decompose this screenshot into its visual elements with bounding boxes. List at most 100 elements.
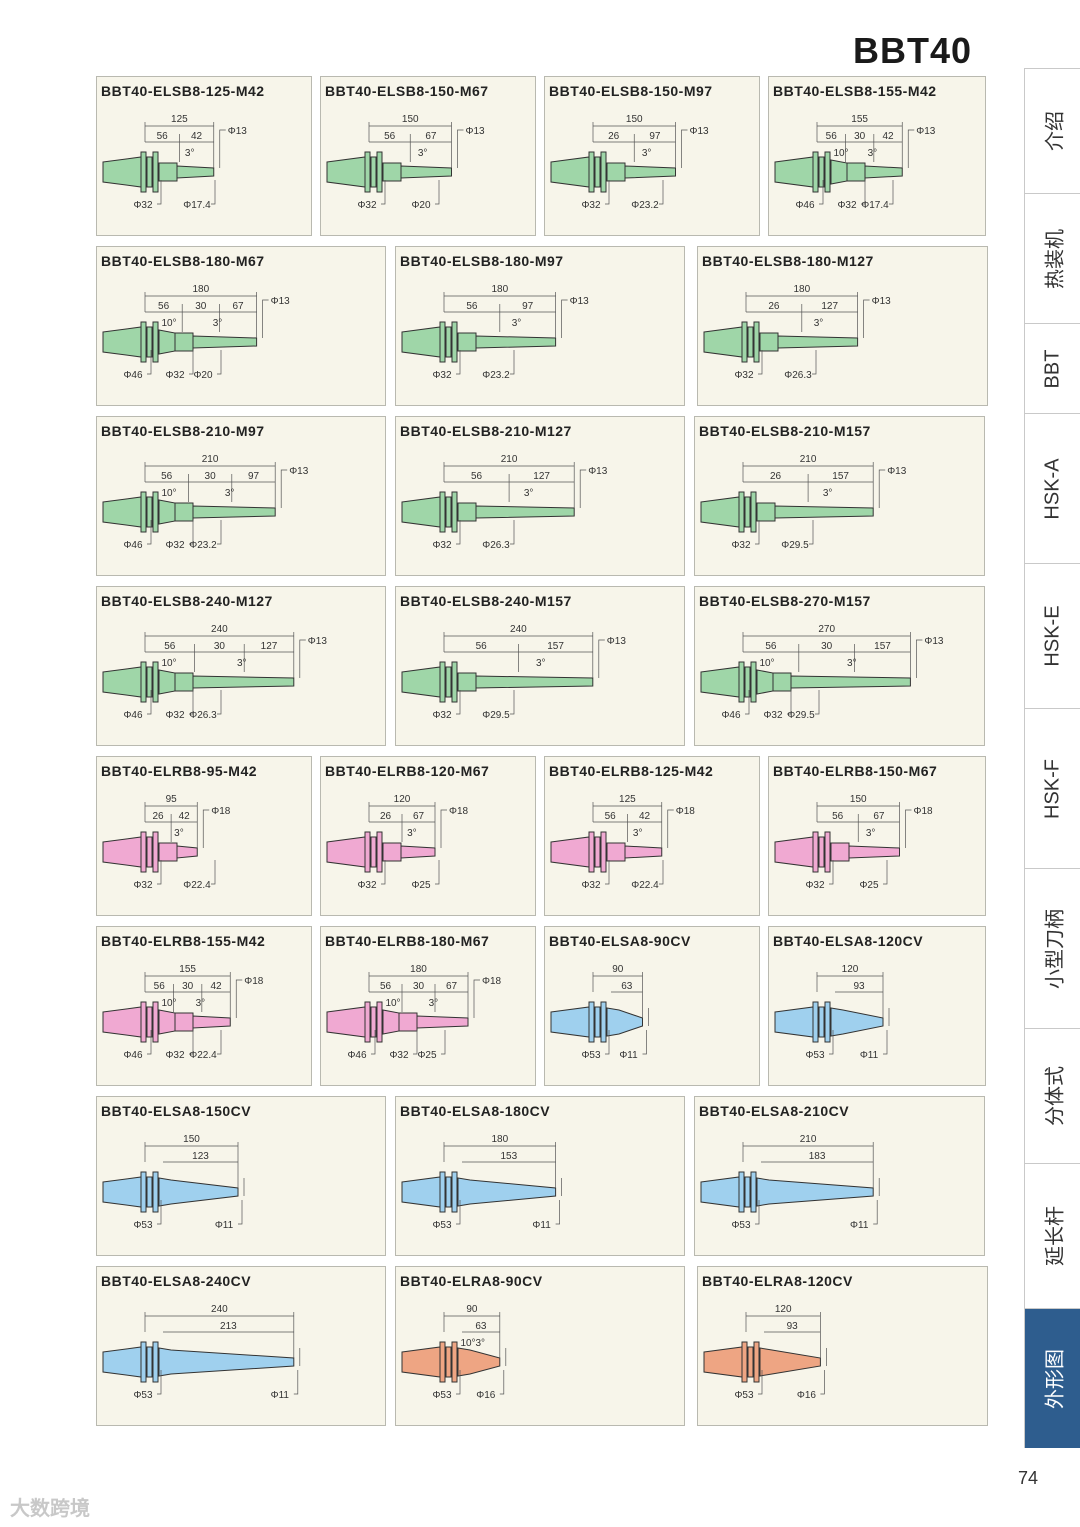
diameter-label: Φ46: [123, 370, 143, 381]
diameter-leader: [659, 860, 664, 885]
shrink-nose: [777, 335, 859, 349]
tab-9[interactable]: 延长杆: [1025, 1163, 1080, 1308]
tab-8[interactable]: 分体式: [1025, 1028, 1080, 1163]
dimension-segment: 56: [476, 641, 488, 652]
flange-ring: [376, 151, 383, 193]
tab-2[interactable]: 热装机: [1025, 193, 1080, 323]
drawing-title: BBT40-ELSA8-120CV: [773, 933, 924, 949]
dimension-total: 210: [501, 454, 518, 465]
neck-cone: [158, 499, 176, 525]
tab-7[interactable]: 小型刀柄: [1025, 868, 1080, 1028]
diameter-leader: [157, 1200, 162, 1225]
neck-cone: [158, 669, 176, 695]
tab-label: 热装机: [1044, 228, 1066, 289]
dimension-segment: 63: [475, 1321, 487, 1332]
flange-ring: [824, 1001, 831, 1043]
diameter-leader: [456, 690, 461, 715]
flange-ring: [376, 1001, 383, 1043]
dimension-total: 180: [491, 1134, 508, 1145]
shrink-nose: [475, 675, 594, 689]
tip-leader: [579, 469, 587, 508]
neck-cone: [158, 1009, 176, 1035]
neck-cone: [830, 159, 848, 185]
extension-cone: [756, 1177, 874, 1207]
tip-diameter: Φ18: [244, 976, 264, 987]
diameter-leader: [605, 1030, 610, 1055]
flange-ring: [812, 1001, 819, 1043]
diameter-label: Φ26.3: [482, 540, 510, 551]
tab-10[interactable]: 外形图: [1025, 1308, 1080, 1448]
diameter-label: Φ32: [165, 1050, 185, 1061]
drawing-title: BBT40-ELSB8-210-M157: [699, 423, 871, 439]
diameter-leader: [809, 520, 814, 545]
body-cylinder: [756, 502, 776, 522]
diameter-label: Φ29.5: [787, 710, 815, 721]
flange-ring: [451, 661, 458, 703]
dimension-segment: 30: [195, 301, 207, 312]
tool-holder-drawing: 180 56 973° Φ13 Φ32 Φ23.2: [401, 284, 589, 381]
drawing-card: BBT40-ELSB8-155-M42 155 56 30 42 10° 3° Φ13 Φ46 Φ…: [768, 76, 986, 236]
dimension-segment: 42: [179, 811, 191, 822]
angle-label: 3°: [174, 828, 184, 839]
tab-4[interactable]: HSK-A: [1025, 413, 1080, 563]
drawing-card: BBT40-ELSB8-150-M67 150 56 67 3° Φ13 Φ32 Φ20: [320, 76, 536, 236]
tab-label: 延长杆: [1044, 1206, 1066, 1266]
diameter-label: Φ11: [850, 1220, 869, 1231]
angle-label: 10°: [460, 1338, 475, 1349]
drawing-card: BBT40-ELSB8-270-M157 270 56 30 157 10° 3° Φ13 Φ4…: [694, 586, 985, 746]
drawing-card: BBT40-ELSA8-180CV 180 153 Φ53 Φ11: [395, 1096, 685, 1256]
dimension-total: 210: [800, 454, 817, 465]
drawing-title: BBT40-ELSB8-180-M127: [702, 253, 874, 269]
flange-ring: [146, 496, 153, 528]
tab-5[interactable]: HSK-E: [1025, 563, 1080, 708]
shrink-nose: [192, 1015, 231, 1029]
drawing-title: BBT40-ELSB8-150-M67: [325, 83, 489, 99]
tab-3[interactable]: BBT: [1025, 323, 1080, 413]
flange-ring: [451, 321, 458, 363]
tip-diameter: Φ18: [676, 806, 696, 817]
diameter-leader: [147, 1030, 152, 1055]
diameter-label: Φ32: [165, 370, 185, 381]
diameter-label: Φ23.2: [482, 370, 510, 381]
taper-shank: [102, 1176, 142, 1208]
diameter-label: Φ25: [417, 1050, 437, 1061]
angle-label: 3°: [814, 318, 824, 329]
diameter-leader: [189, 1030, 194, 1055]
diameter-label: Φ32: [432, 540, 452, 551]
page-title: BBT40: [852, 30, 972, 71]
drawing-title: BBT40-ELSB8-180-M67: [101, 253, 265, 269]
tab-6[interactable]: HSK-F: [1025, 708, 1080, 868]
dimension-total: 155: [179, 964, 196, 975]
taper-shank: [700, 496, 740, 528]
tab-1[interactable]: 介绍: [1025, 68, 1080, 193]
diameter-label: Φ16: [797, 1390, 817, 1401]
drawing-card: BBT40-ELRB8-125-M42 125 56 42 3° Φ18 Φ32 Φ22.4: [544, 756, 760, 916]
flange-ring: [439, 661, 446, 703]
tip-leader: [561, 299, 568, 338]
flange-ring: [824, 151, 831, 193]
angle-label: 3°: [823, 488, 833, 499]
diameter-label: Φ32: [357, 880, 377, 891]
diameter-leader: [605, 180, 610, 205]
taper-shank: [550, 1006, 590, 1038]
tool-holder-drawing: 180 56 30 67 10° 3° Φ13 Φ46 Φ32 Φ20: [102, 284, 290, 381]
drawing-title: BBT40-ELRB8-150-M67: [773, 763, 938, 779]
diameter-leader: [456, 1370, 461, 1395]
taper-shank: [550, 836, 590, 868]
tip-leader: [916, 639, 923, 678]
angle-label: 3°: [429, 998, 439, 1009]
diameter-leader: [510, 520, 515, 545]
dimension-segment: 157: [874, 641, 891, 652]
flange-ring: [140, 151, 147, 193]
taper-shank: [102, 156, 142, 188]
flange-ring: [370, 1006, 377, 1038]
watermark: 大数跨境: [10, 1498, 90, 1520]
flange-ring: [600, 831, 607, 873]
drawing-card: BBT40-ELRB8-155-M42 155 56 30 42 10° 3° Φ18 Φ46 Φ…: [96, 926, 312, 1086]
taper-shank: [102, 496, 142, 528]
drawing-title: BBT40-ELSB8-210-M127: [400, 423, 572, 439]
tip-leader: [863, 299, 870, 338]
drawing-card: BBT40-ELRB8-120-M67 120 26 67 3° Φ18 Φ32 Φ25: [320, 756, 536, 916]
dimension-segment: 26: [153, 811, 165, 822]
